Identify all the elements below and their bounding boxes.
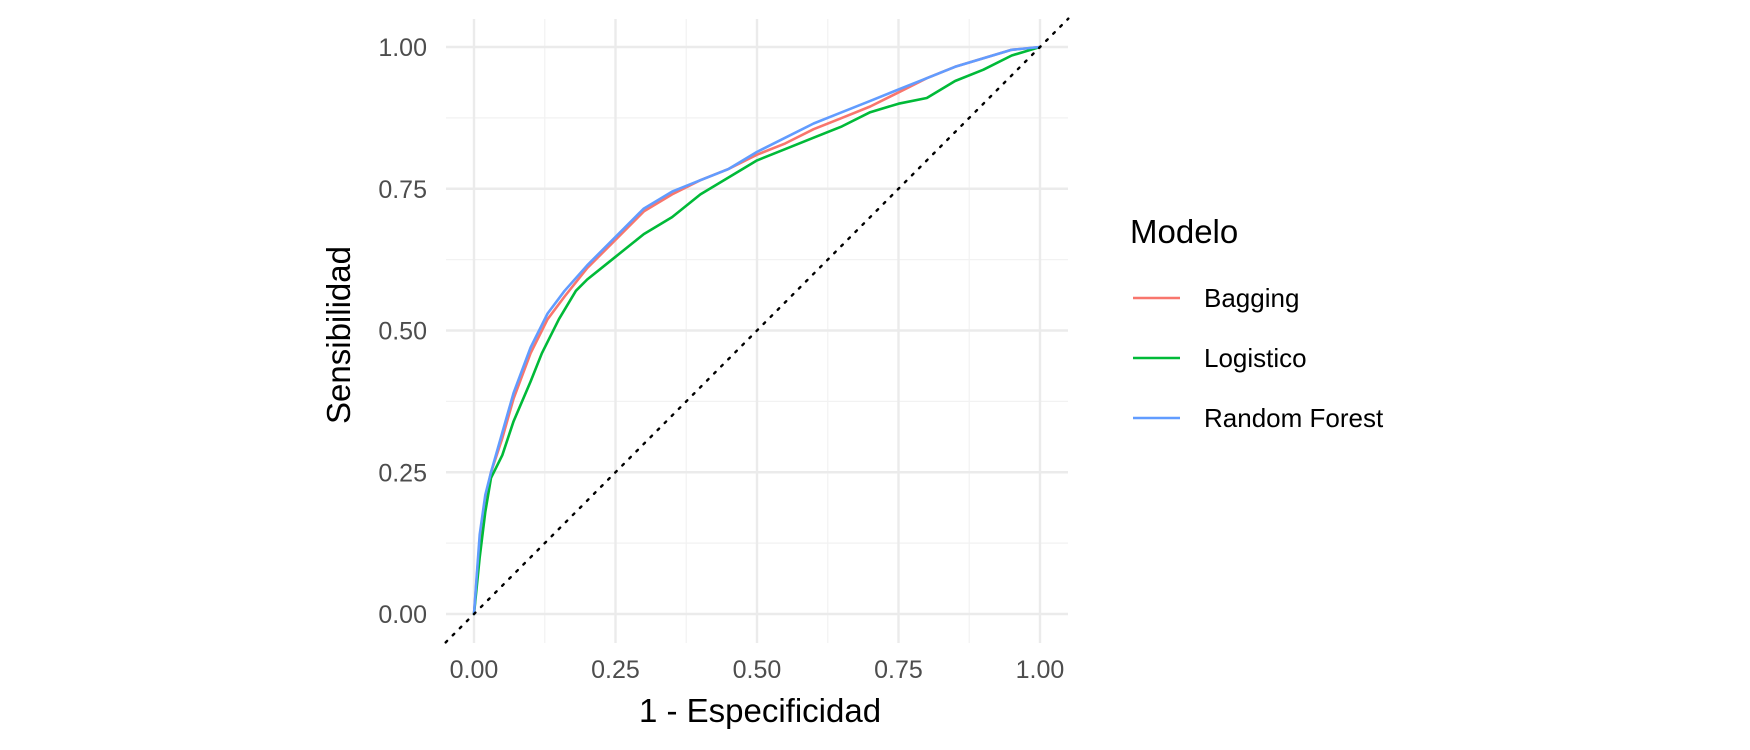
x-tick-label: 0.00 xyxy=(450,656,499,684)
legend-items: Bagging Logistico Random Forest xyxy=(1133,283,1384,433)
y-tick-label: 0.00 xyxy=(378,601,427,629)
y-axis-ticks: 0.00 0.25 0.50 0.75 1.00 xyxy=(378,34,427,629)
reference-diagonal-line xyxy=(444,17,1070,644)
x-tick-label: 0.75 xyxy=(874,656,923,684)
series-line-random-forest xyxy=(472,45,1042,616)
x-tick-label: 0.50 xyxy=(733,656,782,684)
legend-item-logistico: Logistico xyxy=(1133,343,1307,373)
y-tick-label: 0.75 xyxy=(378,176,427,204)
legend-item-random-forest: Random Forest xyxy=(1133,403,1384,433)
x-axis-title: 1 - Especificidad xyxy=(639,692,881,729)
legend-title: Modelo xyxy=(1130,213,1238,250)
series-layer xyxy=(472,45,1042,616)
legend-label: Bagging xyxy=(1204,283,1299,313)
legend: Modelo Bagging Logistico Random Forest xyxy=(1130,213,1384,433)
legend-label: Logistico xyxy=(1204,343,1307,373)
legend-item-bagging: Bagging xyxy=(1133,283,1299,313)
y-tick-label: 0.25 xyxy=(378,459,427,487)
y-tick-label: 1.00 xyxy=(378,34,427,62)
series-line-logistico xyxy=(472,45,1042,616)
legend-label: Random Forest xyxy=(1204,403,1384,433)
y-axis-title: Sensibilidad xyxy=(320,246,357,424)
x-tick-label: 0.25 xyxy=(591,656,640,684)
x-tick-label: 1.00 xyxy=(1016,656,1065,684)
y-tick-label: 0.50 xyxy=(378,318,427,346)
reference-line-layer xyxy=(444,17,1070,644)
x-axis-ticks: 0.00 0.25 0.50 0.75 1.00 xyxy=(450,656,1065,684)
